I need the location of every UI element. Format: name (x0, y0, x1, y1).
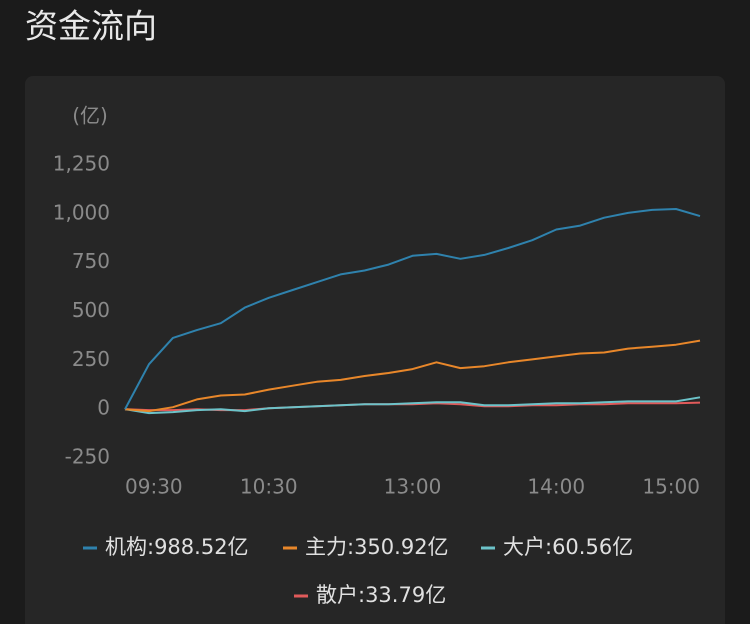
y-tick-label: -250 (65, 445, 110, 469)
x-tick-label: 15:00 (642, 475, 700, 499)
x-tick-label: 09:30 (125, 475, 183, 499)
legend-label: 大户:60.56亿 (503, 535, 633, 559)
y-tick-label: 1,000 (53, 200, 110, 224)
y-tick-label: 750 (72, 249, 110, 273)
page-title: 资金流向 (25, 7, 157, 46)
x-tick-label: 10:30 (240, 475, 298, 499)
series-line (124, 396, 701, 415)
legend-label: 主力:350.92亿 (305, 535, 449, 559)
y-tick-label: 1,250 (53, 152, 110, 176)
series-line (124, 339, 701, 413)
x-tick-label: 14:00 (527, 475, 585, 499)
y-tick-label: 0 (97, 396, 110, 420)
x-tick-label: 13:00 (384, 475, 442, 499)
y-tick-label: 250 (72, 347, 110, 371)
chart-card (25, 76, 725, 624)
series-line (124, 208, 701, 410)
y-tick-label: 500 (72, 298, 110, 322)
legend-label: 机构:988.52亿 (105, 535, 249, 559)
y-axis-unit: (亿) (72, 104, 108, 128)
legend-label: 散户:33.79亿 (316, 583, 446, 607)
